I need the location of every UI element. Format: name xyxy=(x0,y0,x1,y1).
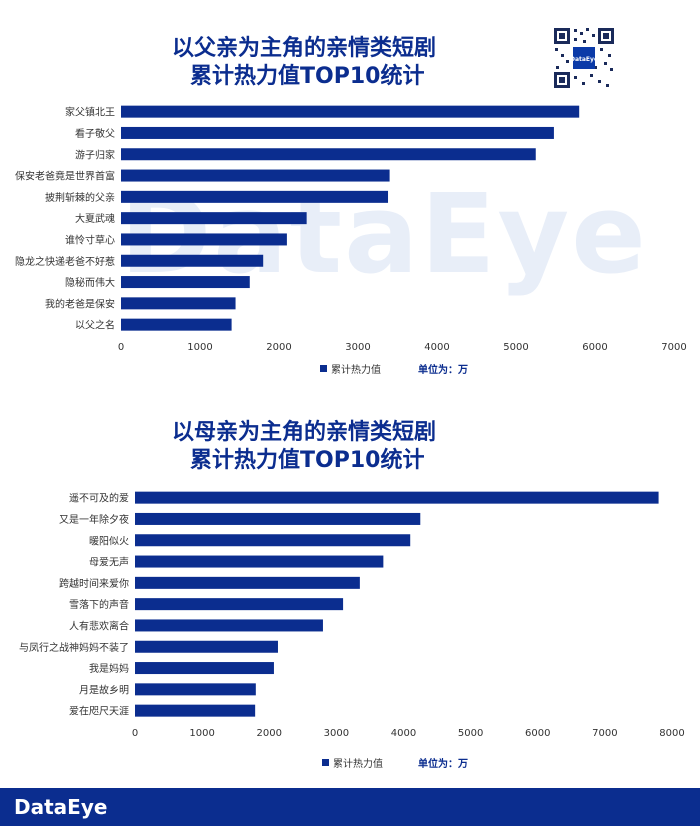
chart2-category-label: 我是妈妈 xyxy=(89,662,129,675)
chart2-legend-swatch xyxy=(322,759,329,766)
chart1-category-label: 谁怜寸草心 xyxy=(65,233,115,246)
chart2-x-tick-label: 4000 xyxy=(391,728,416,739)
chart2-bar xyxy=(135,491,659,504)
chart1-x-tick-label: 4000 xyxy=(424,342,449,353)
chart1-unit-note: 单位为：万 xyxy=(418,363,468,376)
chart1-title-line2: 累计热力值TOP10统计 xyxy=(190,64,425,89)
chart1-bar xyxy=(121,318,232,331)
chart2-x-tick-label: 2000 xyxy=(257,728,282,739)
chart2-title-line1: 以母亲为主角的亲情类短剧 xyxy=(172,420,437,445)
chart2-category-label: 雪落下的声音 xyxy=(69,598,129,611)
chart2-bar xyxy=(135,704,256,717)
chart1-x-tick-label: 7000 xyxy=(661,342,686,353)
chart2-category-label: 与凤行之战神妈妈不装了 xyxy=(19,641,129,654)
chart2-legend-label: 累计热力值 xyxy=(333,757,383,770)
chart1-category-label: 大夏武魂 xyxy=(75,212,115,225)
footer-bar: DataEye xyxy=(0,788,700,826)
chart1-legend-swatch xyxy=(320,365,327,372)
chart1-bar xyxy=(121,276,250,289)
chart2-bar xyxy=(135,576,360,589)
chart2-category-label: 人有悲欢离合 xyxy=(69,619,129,632)
chart2-bar xyxy=(135,662,274,675)
chart1-category-label: 披荆斩棘的父亲 xyxy=(45,191,115,204)
chart1-legend-label: 累计热力值 xyxy=(331,363,381,376)
chart1-x-tick-label: 5000 xyxy=(503,342,528,353)
chart1-bar xyxy=(121,105,580,118)
chart2-x-tick-label: 1000 xyxy=(189,728,214,739)
chart1-category-label: 我的老爸是保安 xyxy=(45,297,115,310)
chart2-x-tick-label: 5000 xyxy=(458,728,483,739)
chart2-bar xyxy=(135,619,323,632)
chart2-unit-note: 单位为：万 xyxy=(418,757,468,770)
chart1-x-tick-label: 2000 xyxy=(266,342,291,353)
chart1-bar xyxy=(121,126,554,139)
chart1-category-label: 隐龙之快递老爸不好惹 xyxy=(15,255,115,268)
chart2-x-tick-label: 7000 xyxy=(592,728,617,739)
chart1-bar xyxy=(121,297,236,310)
chart1-category-label: 隐秘而伟大 xyxy=(65,276,115,289)
chart2-category-label: 遥不可及的爱 xyxy=(69,492,129,505)
chart1-category-label: 游子归家 xyxy=(75,148,115,161)
chart1-x-tick-label: 6000 xyxy=(582,342,607,353)
chart2-bar xyxy=(135,512,421,525)
chart2-x-tick-label: 8000 xyxy=(659,728,684,739)
chart1-bar xyxy=(121,212,307,225)
chart2-bar xyxy=(135,555,384,568)
chart1-bar xyxy=(121,233,287,246)
chart2-bar xyxy=(135,683,256,696)
chart2-title-line2: 累计热力值TOP10统计 xyxy=(190,448,425,473)
chart1-bar xyxy=(121,254,264,267)
chart2-category-label: 暖阳似火 xyxy=(89,534,129,547)
chart2-bar xyxy=(135,534,411,547)
chart2-category-label: 母爱无声 xyxy=(89,556,129,569)
chart2-category-label: 月是故乡明 xyxy=(79,683,129,696)
chart1-category-label: 以父之名 xyxy=(75,319,115,332)
chart2-category-label: 跨越时间来爱你 xyxy=(59,577,129,590)
chart1-category-label: 保安老爸竟是世界首富 xyxy=(15,170,115,183)
chart2-bar xyxy=(135,598,344,611)
chart1-title-line1: 以父亲为主角的亲情类短剧 xyxy=(172,36,437,61)
chart2-category-label: 爱在咫尺天涯 xyxy=(69,705,129,718)
chart1-bar xyxy=(121,190,389,203)
chart1-x-tick-label: 0 xyxy=(118,342,124,353)
chart2-category-label: 又是一年除夕夜 xyxy=(59,513,129,526)
chart1-bar xyxy=(121,169,390,182)
qr-code: DataEye xyxy=(552,26,616,90)
chart1-x-tick-label: 3000 xyxy=(345,342,370,353)
chart2-x-tick-label: 6000 xyxy=(525,728,550,739)
chart2-x-tick-label: 3000 xyxy=(324,728,349,739)
chart2-x-tick-label: 0 xyxy=(132,728,138,739)
chart1-x-tick-label: 1000 xyxy=(187,342,212,353)
chart2-bar xyxy=(135,640,278,653)
qr-label: DataEye xyxy=(570,56,598,63)
footer-logo: DataEye xyxy=(14,795,108,819)
chart1-category-label: 家父镇北王 xyxy=(65,106,115,119)
chart1-bar xyxy=(121,148,536,161)
chart1-category-label: 看子敬父 xyxy=(75,127,115,140)
